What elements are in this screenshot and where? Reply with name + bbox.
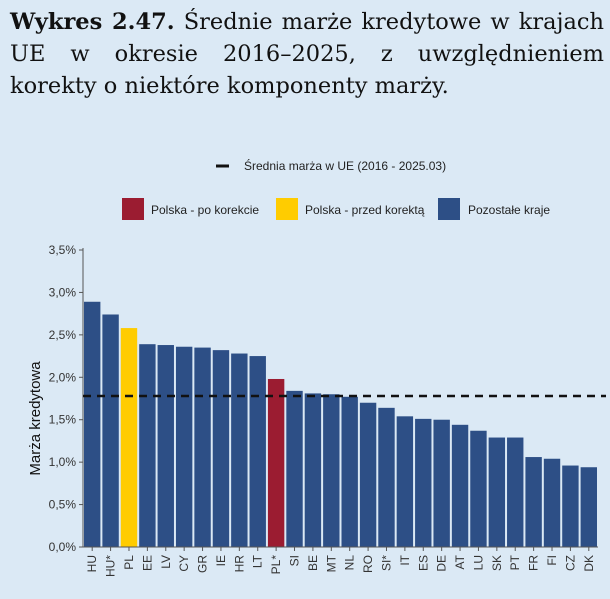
bar-DE <box>433 419 450 547</box>
x-tick-label: SI* <box>379 555 393 571</box>
bar-HU <box>84 301 101 547</box>
x-tick-label: SI <box>288 555 302 566</box>
bar-PL <box>120 328 138 547</box>
bar-CZ <box>562 465 579 547</box>
y-tick-label: 0,0% <box>49 540 77 554</box>
figure-caption-text: Średnie marże kredytowe w krajach UE w o… <box>10 9 604 99</box>
x-tick-label: IT <box>398 554 412 565</box>
y-tick-label: 1,5% <box>49 413 77 427</box>
bar-BE <box>304 393 322 547</box>
x-tick-label: PL* <box>269 555 283 575</box>
bar-IE <box>212 350 230 547</box>
x-tick-label: CY <box>177 555 191 572</box>
bar-PL* <box>267 378 285 547</box>
bar-GR <box>194 347 211 547</box>
x-tick-label: MT <box>324 554 338 572</box>
bar-HR <box>231 353 248 547</box>
y-tick-label: 2,0% <box>49 370 77 384</box>
x-tick-label: LV <box>159 555 173 569</box>
bar-ES <box>415 418 432 547</box>
bar-MT <box>323 394 340 547</box>
bar-PT <box>507 437 524 547</box>
x-tick-label: AT <box>453 554 467 569</box>
x-axis: HU HU* PL EE LV CY GR IE HR LT PL* SI BE MT NL RO SI* IT E… <box>83 546 598 577</box>
x-tick-label: FI <box>545 555 559 566</box>
y-tick-label: 2,5% <box>49 328 77 342</box>
legend-label-other: Pozostałe kraje <box>468 203 550 217</box>
bar-LV <box>157 345 174 547</box>
y-axis-title: Marża kredytowa <box>27 361 44 476</box>
bar-EE <box>139 344 156 547</box>
figure-label: Wykres 2.47. <box>10 9 175 35</box>
y-tick-label: 3,0% <box>49 285 77 299</box>
bar-LU <box>470 430 487 547</box>
bar-RO <box>359 402 377 547</box>
x-tick-label: EE <box>140 555 154 571</box>
bar-IT <box>396 416 414 547</box>
bar-NL <box>341 396 358 547</box>
y-axis: 0,0% 0,5% 1,0% 1,5% 2,0% 2,5% 3,0% 3,5% Marża kr… <box>27 243 84 554</box>
x-tick-label: DK <box>582 555 596 572</box>
x-tick-label: IE <box>214 555 228 566</box>
bar-AT <box>451 424 469 547</box>
legend-label-pl_after: Polska - po korekcie <box>151 203 259 217</box>
bar-SI* <box>378 407 395 547</box>
legend-reference-label: Średnia marża w UE (2016 - 2025.03) <box>244 158 446 173</box>
x-tick-label: DE <box>435 555 449 572</box>
figure-caption: Wykres 2.47. Średnie marże kredytowe w k… <box>10 6 604 102</box>
bar-FR <box>525 457 542 547</box>
x-tick-label: GR <box>196 555 210 573</box>
bar-CY <box>175 346 193 547</box>
x-tick-label: ES <box>416 555 430 571</box>
bar-HU* <box>102 314 119 547</box>
x-tick-label: NL <box>343 555 357 571</box>
bar-SI <box>286 390 303 547</box>
legend: Średnia marża w UE (2016 - 2025.03) Polsk… <box>122 158 550 220</box>
x-tick-label: HU* <box>104 555 118 577</box>
x-tick-label: BE <box>306 555 320 571</box>
x-tick-label: LT <box>251 554 265 568</box>
legend-swatch-pl_before <box>276 198 298 220</box>
y-tick-label: 3,5% <box>49 243 77 257</box>
legend-swatch-pl_after <box>122 198 144 220</box>
bars <box>84 301 597 547</box>
bar-SK <box>488 437 506 547</box>
y-tick-label: 0,5% <box>49 498 77 512</box>
bar-FI <box>543 458 561 547</box>
bar-DK <box>580 467 597 547</box>
legend-swatch-other <box>438 198 460 220</box>
bar-LT <box>249 356 266 547</box>
y-tick-label: 1,0% <box>49 455 77 469</box>
x-tick-label: PT <box>508 554 522 570</box>
x-tick-label: RO <box>361 555 375 573</box>
x-tick-label: CZ <box>563 555 577 571</box>
x-tick-label: LU <box>471 555 485 570</box>
x-tick-label: HR <box>232 555 246 573</box>
x-tick-label: FR <box>527 555 541 571</box>
x-tick-label: SK <box>490 555 504 571</box>
legend-label-pl_before: Polska - przed korektą <box>305 203 425 217</box>
x-tick-label: HU <box>85 555 99 572</box>
x-tick-label: PL <box>122 555 136 570</box>
